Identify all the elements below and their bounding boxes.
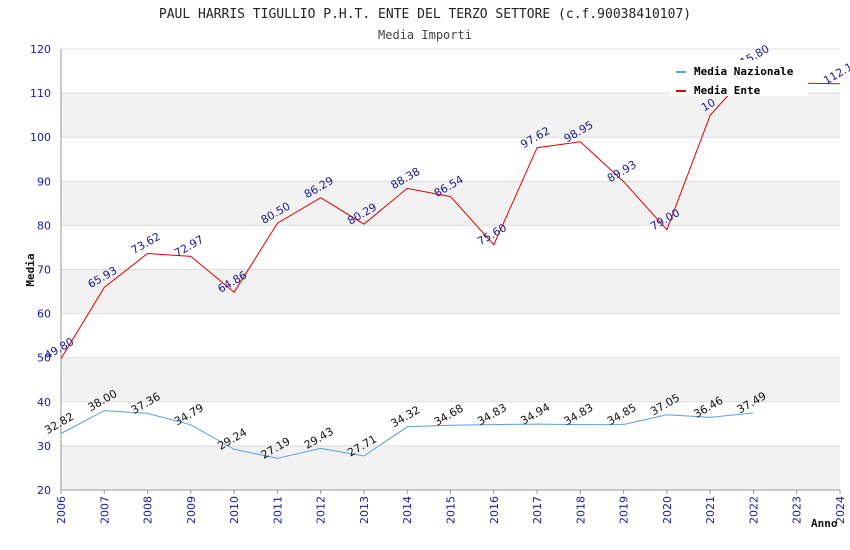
x-tick-label: 2015: [445, 496, 458, 524]
x-tick-label: 2010: [228, 496, 241, 524]
y-tick-label: 50: [37, 352, 51, 365]
x-tick-label: 2019: [618, 496, 631, 524]
data-label: 10: [699, 96, 718, 114]
y-tick-label: 100: [30, 131, 51, 144]
legend-label: Media Ente: [694, 84, 761, 97]
x-tick-label: 2012: [315, 496, 328, 524]
grid-band: [61, 93, 840, 138]
y-tick-label: 90: [37, 175, 51, 188]
series-line: [60, 410, 754, 459]
x-tick-label: 2023: [791, 496, 804, 524]
x-tick-label: 2016: [488, 496, 501, 524]
grid-band: [61, 401, 840, 446]
y-tick-label: 30: [37, 440, 51, 453]
x-tick-label: 2011: [271, 496, 284, 524]
series-lines: [60, 66, 841, 459]
chart-subtitle: Media Importi: [378, 28, 472, 42]
chart-title: PAUL HARRIS TIGULLIO P.H.T. ENTE DEL TER…: [159, 7, 691, 22]
x-axis-label: Anno: [811, 517, 838, 530]
grid-band: [61, 357, 840, 402]
x-tick-label: 2020: [661, 496, 674, 524]
x-tick-labels: 2006 2007 2008 2009 2010 2011 2012 2013 2014 2015…: [55, 490, 847, 524]
legend: Media Nazionale Media Ente: [670, 60, 808, 97]
series-line: [60, 66, 841, 359]
x-tick-label: 2008: [142, 496, 155, 524]
legend-label: Media Nazionale: [694, 65, 794, 78]
x-tick-label: 2007: [98, 496, 111, 524]
y-tick-label: 110: [30, 87, 51, 100]
x-tick-label: 2014: [401, 496, 414, 524]
y-tick-label: 40: [37, 396, 51, 409]
x-tick-label: 2009: [185, 496, 198, 524]
grid-band: [61, 181, 840, 226]
grid-band: [61, 313, 840, 358]
grid-band: [61, 225, 840, 270]
y-tick-labels: 20 30 40 50 60 70 80 90 100 110 120: [30, 43, 51, 497]
legend-box: [670, 60, 808, 96]
y-tick-label: 70: [37, 264, 51, 277]
y-axis-label: Media: [24, 253, 37, 286]
background-bands: [61, 49, 840, 490]
grid-band: [61, 269, 840, 314]
x-tick-label: 2024: [834, 496, 847, 524]
grid-band: [61, 445, 840, 490]
y-tick-label: 80: [37, 219, 51, 232]
y-tick-label: 120: [30, 43, 51, 56]
y-tick-label: 60: [37, 308, 51, 321]
x-tick-label: 2013: [358, 496, 371, 524]
x-tick-label: 2022: [747, 496, 760, 524]
x-tick-label: 2006: [55, 496, 68, 524]
x-tick-label: 2017: [531, 496, 544, 524]
x-tick-label: 2018: [574, 496, 587, 524]
x-tick-label: 2021: [704, 496, 717, 524]
grid-band: [61, 137, 840, 182]
y-tick-label: 20: [37, 484, 51, 497]
